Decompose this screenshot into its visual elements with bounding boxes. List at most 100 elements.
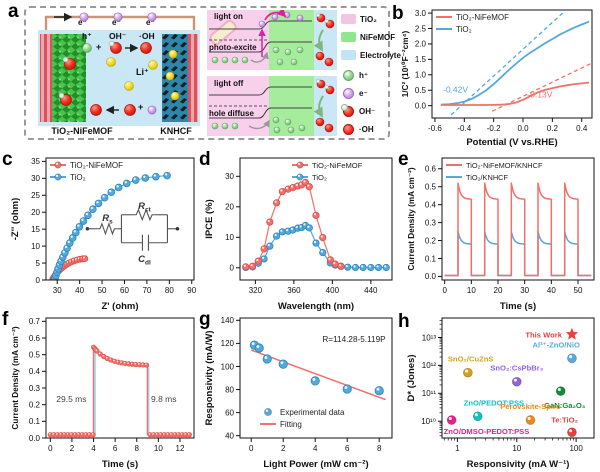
chart-legend: TiO₂-NiFeMOF TiO₂	[436, 13, 509, 34]
svg-text:10¹⁰: 10¹⁰	[421, 417, 436, 426]
electron-transfer-arrow	[264, 10, 287, 21]
svg-text:0.2: 0.2	[29, 400, 41, 409]
chart-ipce: 320 360 400 440 0 10 20 30 Wavelength (nm) IPCE (…	[204, 157, 393, 312]
svg-text:8: 8	[377, 444, 382, 453]
panel-letter-e: e	[398, 149, 409, 170]
legend-item: TiO₂	[341, 13, 377, 25]
svg-text:TiO₂-NiFeMOF: TiO₂-NiFeMOF	[456, 13, 509, 22]
x-axis-label: Z' (ohm)	[101, 301, 138, 312]
svg-text:100: 100	[569, 444, 583, 453]
x-axis-label: Wavelength (nm)	[278, 301, 354, 312]
hole-diffuse-arrow	[248, 119, 270, 130]
svg-text:15: 15	[31, 225, 40, 234]
chart-legend: TiO₂-NiFeMOF/KNHCF TiO₂/KNHCF	[446, 161, 543, 182]
nifemof-layer	[52, 34, 86, 122]
svg-text:10¹¹: 10¹¹	[422, 389, 437, 398]
x-axis-label: Potential (V vs.RHE)	[466, 137, 557, 148]
series-group	[47, 344, 192, 438]
legend-label: e⁻	[359, 88, 368, 98]
chart-mott-schottky: -0.42V -0.13V -0.6 -0.4 -0.2 0.0 0.2 0.4 0.0 0.5 1…	[401, 9, 593, 148]
svg-text:60: 60	[225, 408, 234, 417]
holes	[211, 46, 304, 66]
svg-text:30: 30	[31, 174, 40, 183]
lithium-label: Li⁺	[136, 67, 149, 77]
svg-text:TiO₂: TiO₂	[312, 173, 327, 182]
svg-text:10: 10	[225, 233, 234, 242]
interface-reaction	[313, 78, 335, 133]
svg-text:1.0: 1.0	[415, 71, 427, 80]
annotation: -0.42V	[443, 85, 468, 95]
svg-text:-0.4: -0.4	[457, 124, 471, 133]
svg-text:This Work: This Work	[525, 330, 562, 339]
svg-text:TiO₂-NiFeMOF: TiO₂-NiFeMOF	[70, 161, 123, 170]
electron-label: e⁻	[146, 18, 155, 27]
svg-text:0.5: 0.5	[29, 350, 41, 359]
svg-text:30: 30	[520, 286, 529, 295]
svg-text:2: 2	[70, 444, 75, 453]
svg-text:0.1: 0.1	[29, 417, 41, 426]
svg-text:100: 100	[221, 362, 235, 371]
svg-text:120: 120	[221, 339, 235, 348]
hole-diffuse-label: hole diffuse	[209, 109, 254, 118]
svg-text:2.0: 2.0	[415, 40, 427, 49]
data-point-GaN:Ga₂O₃: GaN:Ga₂O₃	[544, 386, 586, 410]
photo-excite-label: photo-excite	[209, 43, 257, 52]
electrode-label-right: KNHCF	[160, 126, 192, 136]
cell-schematic	[38, 12, 200, 126]
svg-text:440: 440	[364, 286, 378, 295]
svg-text:5: 5	[36, 259, 41, 268]
y-axis-label: Current Density (mA cm⁻²)	[407, 167, 416, 270]
svg-text:0: 0	[36, 276, 41, 285]
svg-text:6: 6	[345, 444, 350, 453]
svg-text:0.5: 0.5	[425, 183, 437, 192]
dot-h-icon	[343, 69, 354, 81]
svg-text:0.5: 0.5	[415, 86, 427, 95]
legend-label: ·OH	[359, 124, 374, 134]
series-TiO2	[51, 171, 171, 280]
annotation: 29.5 ms	[56, 394, 86, 404]
svg-text:Experimental data: Experimental data	[280, 408, 345, 417]
svg-text:400: 400	[326, 286, 340, 295]
data-point-Te:TiO₂: Te:TiO₂	[551, 415, 578, 438]
reaction-bottom-particles	[90, 104, 157, 116]
svg-text:Te:TiO₂: Te:TiO₂	[551, 415, 578, 424]
svg-text:10¹³: 10¹³	[422, 333, 437, 342]
svg-text:10: 10	[31, 242, 40, 251]
panel-letter-h: h	[398, 311, 410, 332]
svg-text:0.0: 0.0	[29, 434, 41, 443]
series-group	[242, 178, 390, 272]
svg-text:ZnO/DMSO-PEDOT:PSS: ZnO/DMSO-PEDOT:PSS	[444, 427, 530, 436]
light-on-box: light on photo-excite	[207, 10, 337, 70]
legend-label: h⁺	[359, 70, 369, 80]
schematic-legend: TiO₂ NiFeMOF Electrolyte h⁺ e⁻ OH⁻ ·OH	[341, 10, 401, 138]
svg-text:0: 0	[442, 286, 447, 295]
legend-item: NiFeMOF	[341, 31, 395, 43]
hole-transfer-arrow	[250, 51, 269, 63]
data-point-SnO₂:CsPbBr₃: SnO₂:CsPbBr₃	[490, 364, 544, 387]
svg-text:3.0: 3.0	[415, 9, 427, 18]
svg-text:0.0: 0.0	[415, 101, 427, 110]
chart-nyquist-eis: 30 40 50 60 70 80 90 0 5 10 15 20 25 30 35 Z' (ohm) -Z''…	[10, 157, 197, 312]
series-TiO2/KNHCF	[444, 230, 592, 277]
dot-oh-icon	[343, 123, 354, 135]
annotation: R=114.28-5.119P	[322, 335, 386, 344]
data-point-Al³⁺-ZnO/NiO: Al³⁺-ZnO/NiO	[532, 340, 580, 364]
tio2-electrode-right	[188, 34, 198, 122]
interface-reaction	[313, 12, 335, 67]
panel-letter-b: b	[392, 3, 404, 24]
svg-text:60: 60	[120, 286, 129, 295]
legend-item: Electrolyte	[341, 49, 401, 61]
y-axis-label: 1/C² (10¹⁰F⁻²cm⁴)	[401, 30, 410, 97]
light-on-label: light on	[214, 12, 243, 21]
data-point-ZnO/DMSO-PEDOT:PSS: ZnO/DMSO-PEDOT:PSS	[444, 415, 530, 436]
svg-text:20: 20	[31, 208, 40, 217]
electrode-label-left: TiO₂-NiFeMOF	[51, 126, 113, 136]
legend-label: OH⁻	[359, 106, 376, 116]
svg-text:Perovskite-Spiro: Perovskite-Spiro	[500, 402, 561, 411]
x-axis-label: Responsivity (mA W⁻¹)	[467, 459, 570, 470]
svg-text:360: 360	[287, 286, 301, 295]
chart-chopped-photocurrent: 0 10 20 30 40 50 0.0 0.1 0.2 0.3 0.4 0.5 0.6 Time (s)…	[407, 157, 595, 312]
series-TiO2	[440, 20, 590, 106]
holes	[211, 116, 306, 134]
legend-item: OH⁻	[341, 103, 376, 117]
